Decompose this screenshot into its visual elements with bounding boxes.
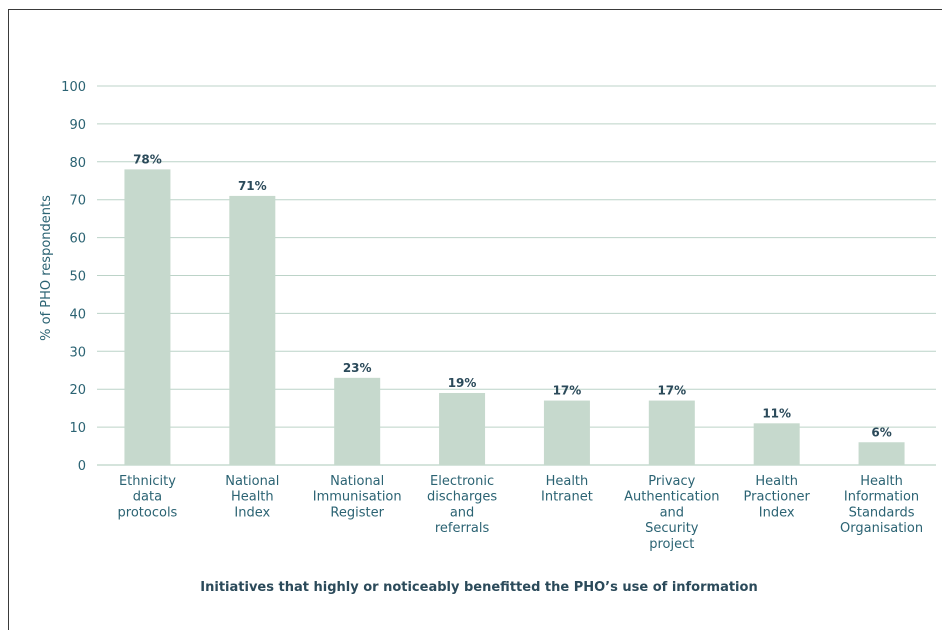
data-label: 17% — [657, 384, 686, 398]
bar — [334, 378, 380, 465]
data-label: 19% — [448, 376, 477, 390]
y-tick-label: 100 — [61, 80, 86, 95]
bar — [754, 423, 800, 465]
data-label: 78% — [133, 152, 162, 166]
bar — [859, 442, 905, 465]
y-tick-label: 90 — [69, 118, 86, 133]
bar — [544, 401, 590, 465]
x-axis-title: Initiatives that highly or noticeably be… — [200, 580, 757, 595]
x-category-label: Health Practioner Index — [744, 474, 811, 520]
data-label: 17% — [553, 384, 582, 398]
y-tick-label: 60 — [69, 232, 86, 247]
data-label: 6% — [871, 425, 891, 439]
bar — [124, 169, 170, 465]
data-label: 11% — [762, 406, 791, 420]
bar — [649, 401, 695, 465]
y-tick-label: 80 — [69, 156, 86, 171]
y-tick-label: 30 — [69, 345, 86, 360]
y-axis-ticks: 0 10 20 30 40 50 60 70 80 90 100 — [61, 80, 86, 474]
x-category-label: Ethnicity data protocols — [118, 474, 178, 520]
x-category-label: Electronic discharges and referrals — [427, 474, 497, 536]
y-tick-label: 10 — [69, 421, 86, 436]
x-category-label: Health Information Standards Organisation — [840, 474, 923, 536]
data-label: 23% — [343, 361, 372, 375]
y-tick-label: 20 — [69, 383, 86, 398]
gridlines — [97, 86, 936, 465]
y-axis-title: % of PHO respondents — [39, 195, 54, 341]
y-tick-label: 40 — [69, 307, 86, 322]
x-category-label: Privacy Authentication and Security project — [624, 474, 719, 552]
y-tick-label: 0 — [78, 459, 86, 474]
x-category-label: Health Intranet — [541, 474, 593, 505]
x-category-label: National Health Index — [225, 474, 279, 520]
bar — [439, 393, 485, 465]
y-tick-label: 50 — [69, 270, 86, 285]
x-axis-categories: Ethnicity data protocols National Health Inde… — [118, 474, 924, 552]
data-label: 71% — [238, 179, 267, 193]
bars — [124, 169, 904, 465]
x-category-label: National Immunisation Register — [313, 474, 402, 520]
y-tick-label: 70 — [69, 194, 86, 209]
bar — [229, 196, 275, 465]
